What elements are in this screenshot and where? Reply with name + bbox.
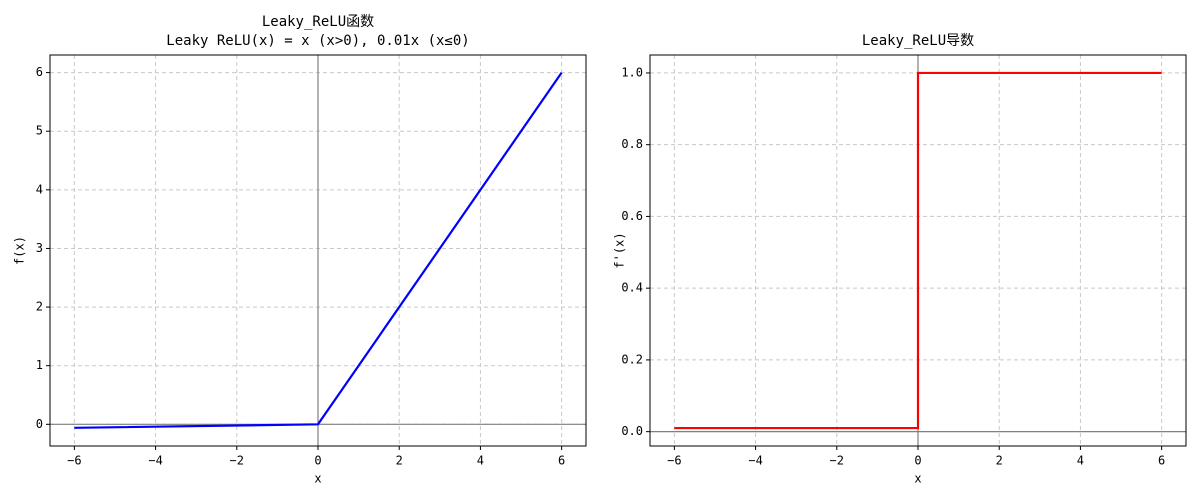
y-tick-label: 0.4	[621, 281, 643, 295]
y-tick-label: 0	[36, 417, 43, 431]
y-tick-label: 4	[36, 182, 43, 196]
x-tick-label: −6	[667, 454, 681, 468]
line	[674, 71, 1162, 430]
y-axis-label: f(x)	[13, 236, 27, 265]
x-tick-label: 6	[1158, 454, 1165, 468]
x-tick-label: 4	[1077, 454, 1084, 468]
x-axis-label: x	[314, 472, 321, 486]
y-tick-label: 1	[36, 358, 43, 372]
x-tick-label: 4	[477, 454, 484, 468]
y-tick-label: 0.2	[621, 352, 643, 366]
x-tick-label: −4	[148, 454, 162, 468]
x-tick-label: 0	[314, 454, 321, 468]
axes-frame	[49, 54, 587, 447]
y-tick-label: 3	[36, 241, 43, 255]
y-axis-label: f'(x)	[613, 232, 627, 268]
chart-title: Leaky_ReLU函数	[262, 14, 374, 30]
x-tick-label: −4	[748, 454, 762, 468]
y-tick-label: 0.6	[621, 209, 643, 223]
x-tick-label: 2	[996, 454, 1003, 468]
chart-title: Leaky_ReLU导数	[862, 33, 974, 49]
x-tick-label: 6	[558, 454, 565, 468]
y-tick-label: 1.0	[621, 65, 643, 79]
x-tick-label: 0	[914, 454, 921, 468]
y-tick-label: 0.8	[621, 137, 643, 151]
x-tick-label: −6	[67, 454, 81, 468]
y-tick-label: 5	[36, 124, 43, 138]
line	[74, 71, 563, 429]
chart-subtitle: Leaky ReLU(x) = x (x>0), 0.01x (x≤0)	[166, 33, 469, 49]
x-tick-label: −2	[830, 454, 844, 468]
y-tick-label: 6	[36, 65, 43, 79]
x-tick-label: −2	[230, 454, 244, 468]
x-tick-label: 2	[396, 454, 403, 468]
y-tick-label: 0.0	[621, 424, 643, 438]
axes-frame	[649, 54, 1187, 447]
y-tick-label: 2	[36, 300, 43, 314]
x-axis-label: x	[914, 472, 921, 486]
